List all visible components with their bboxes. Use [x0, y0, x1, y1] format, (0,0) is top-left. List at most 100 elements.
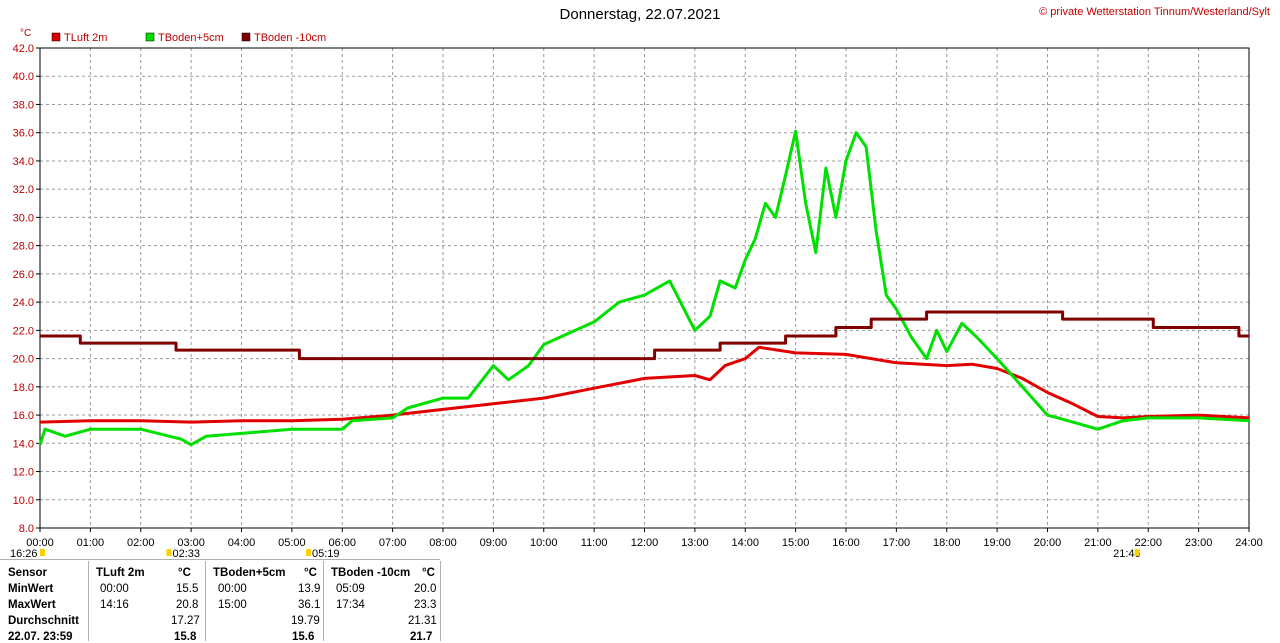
x-tick-label: 19:00 [983, 537, 1011, 549]
y-tick-label: 36.0 [13, 128, 34, 140]
x-tick-label: 14:00 [731, 537, 759, 549]
legend-swatch [51, 32, 61, 42]
y-axis-labels: 8.0 10.0 12.0 14.0 16.0 18.0 20.0 22.0 24.0 26.0 2… [13, 28, 34, 535]
time-marker-flag [40, 549, 45, 556]
x-tick-label: 02:00 [127, 537, 155, 549]
stats-divider [88, 561, 89, 641]
x-tick-label: 15:00 [782, 537, 810, 549]
tboden10-min-time: 05:09 [336, 583, 365, 595]
x-tick-label: 03:00 [177, 537, 205, 549]
series-line-2 [40, 310, 1249, 361]
x-tick-label: 09:00 [480, 537, 508, 549]
legend-label: TLuft 2m [64, 32, 107, 44]
y-tick-label: 42.0 [13, 43, 34, 55]
x-tick-label: 05:00 [278, 537, 306, 549]
time-marker-flag [1134, 549, 1140, 556]
row-label-avg: Durchschnitt [8, 615, 79, 627]
row-label-max: MaxWert [8, 599, 56, 611]
legend-swatch [241, 32, 251, 42]
y-tick-label: 32.0 [13, 184, 34, 196]
time-markers: 16:26 02:33 05:19 21:46 [10, 548, 1141, 560]
col-unit-tboden10: °C [422, 567, 435, 579]
x-tick-label: 04:00 [228, 537, 256, 549]
chart-axes [36, 47, 1250, 532]
x-tick-label: 16:00 [832, 537, 860, 549]
col-name-tluft: TLuft 2m [96, 567, 145, 579]
tluft-avg: 17.27 [171, 615, 200, 627]
tluft-last: 15.8 [174, 631, 197, 643]
stats-divider [205, 561, 206, 641]
col-name-tboden5: TBoden+5cm [213, 567, 286, 579]
x-tick-label: 24:00 [1235, 537, 1263, 549]
legend-label: TBoden -10cm [254, 32, 326, 44]
y-tick-label: 18.0 [13, 382, 34, 394]
chart: 00:00 01:00 02:00 03:00 04:00 05:00 06:00 07:00… [10, 28, 1263, 560]
x-tick-label: 20:00 [1034, 537, 1062, 549]
y-tick-label: 10.0 [13, 495, 34, 507]
time-marker-label: 05:19 [312, 548, 340, 560]
time-marker-label: 02:33 [172, 548, 200, 560]
x-tick-label: 00:00 [26, 537, 54, 549]
time-marker-flag [305, 549, 311, 556]
tboden10-max-time: 17:34 [336, 599, 365, 611]
legend-label: TBoden+5cm [158, 32, 224, 44]
row-label-last: 22.07. 23:59 [8, 631, 73, 643]
x-tick-label: 22:00 [1134, 537, 1162, 549]
y-tick-label: 40.0 [13, 71, 34, 83]
chart-title: Donnerstag, 22.07.2021 [559, 6, 721, 23]
tluft-min-time: 00:00 [100, 583, 129, 595]
chart-series [38, 129, 1250, 447]
y-tick-label: 34.0 [13, 156, 34, 168]
col-unit-tboden5: °C [304, 567, 317, 579]
x-tick-label: 18:00 [933, 537, 961, 549]
x-tick-label: 10:00 [530, 537, 558, 549]
x-tick-label: 12:00 [631, 537, 659, 549]
col-unit-tluft: °C [178, 567, 191, 579]
stats-divider [440, 561, 441, 641]
time-marker-label: 21:46 [1113, 548, 1141, 560]
y-tick-label: 38.0 [13, 99, 34, 111]
y-tick-label: 22.0 [13, 325, 34, 337]
y-tick-label: 16.0 [13, 410, 34, 422]
x-tick-label: 17:00 [883, 537, 911, 549]
tboden5-min-time: 00:00 [218, 583, 247, 595]
x-tick-label: 23:00 [1185, 537, 1213, 549]
y-unit-label: °C [20, 28, 31, 39]
x-tick-label: 06:00 [328, 537, 356, 549]
stats-top-rule [0, 559, 440, 560]
series-line-1 [38, 129, 1250, 447]
row-label-sensor: Sensor [8, 567, 47, 579]
chart-grid [40, 48, 1249, 528]
y-tick-label: 30.0 [13, 212, 34, 224]
tboden10-max: 23.3 [414, 599, 437, 611]
time-marker-label: 16:26 [10, 548, 38, 560]
tboden5-last: 15.6 [292, 631, 315, 643]
y-tick-label: 24.0 [13, 297, 34, 309]
x-tick-label: 01:00 [77, 537, 105, 549]
y-tick-label: 26.0 [13, 269, 34, 281]
x-tick-label: 11:00 [581, 537, 608, 549]
series-line-0 [39, 345, 1250, 424]
x-tick-label: 07:00 [379, 537, 407, 549]
tluft-max: 20.8 [176, 599, 199, 611]
tluft-min: 15.5 [176, 583, 199, 595]
y-tick-label: 14.0 [13, 438, 34, 450]
tluft-max-time: 14:16 [100, 599, 129, 611]
tboden5-max-time: 15:00 [218, 599, 247, 611]
tboden10-min: 20.0 [414, 583, 437, 595]
col-name-tboden10: TBoden -10cm [331, 567, 411, 579]
y-tick-label: 12.0 [13, 467, 34, 479]
x-tick-label: 13:00 [681, 537, 709, 549]
y-tick-label: 28.0 [13, 241, 34, 253]
legend-swatch [145, 32, 155, 42]
x-tick-label: 21:00 [1084, 537, 1112, 549]
chart-legend: TLuft 2m TBoden+5cm TBoden -10cm [51, 32, 326, 44]
tboden5-avg: 19.79 [291, 615, 320, 627]
x-axis-labels: 00:00 01:00 02:00 03:00 04:00 05:00 06:00 07:00… [26, 537, 1263, 549]
time-marker-flag [166, 549, 172, 556]
tboden5-min: 13.9 [298, 583, 321, 595]
copyright-text: © private Wetterstation Tinnum/Westerlan… [1039, 6, 1270, 18]
tboden5-max: 36.1 [298, 599, 321, 611]
stats-divider [323, 561, 324, 641]
row-label-min: MinWert [8, 583, 54, 595]
